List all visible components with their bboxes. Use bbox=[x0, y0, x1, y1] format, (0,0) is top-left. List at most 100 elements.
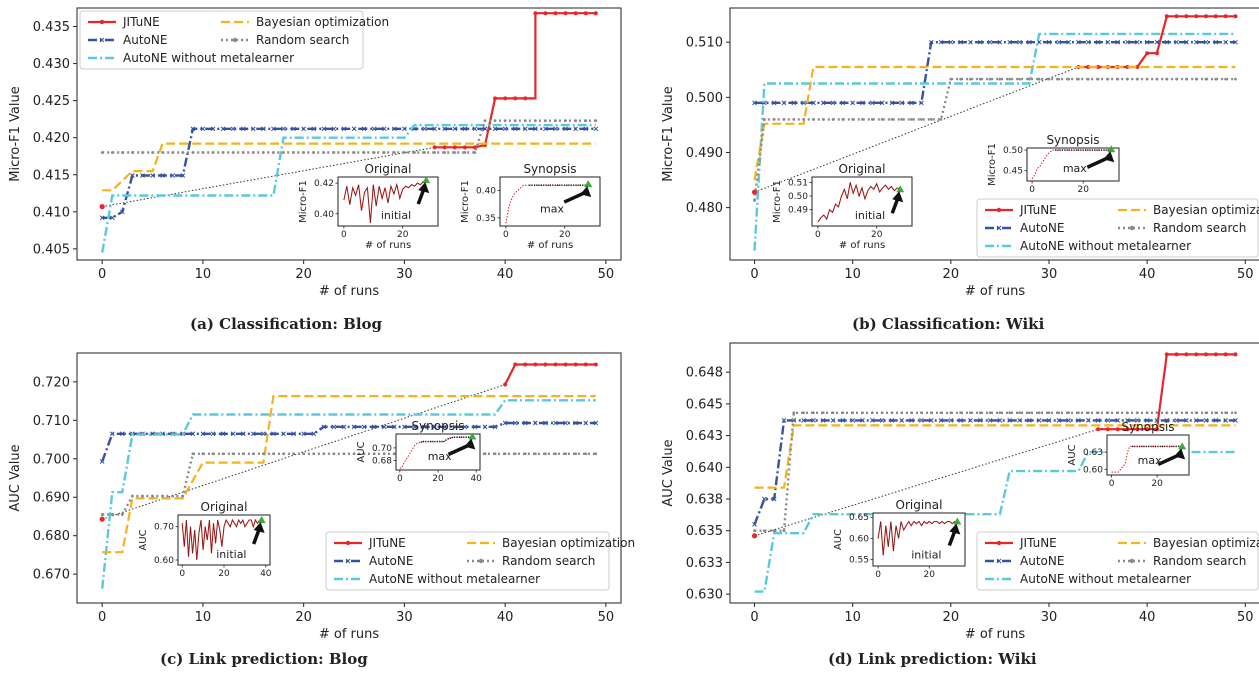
series-point-random-b bbox=[1155, 77, 1159, 81]
series-point-jituner-a bbox=[533, 11, 538, 16]
y-tick-label-c: 0.710 bbox=[33, 414, 70, 429]
series-point-autone-d bbox=[1125, 418, 1130, 423]
series-point-autone-d bbox=[771, 496, 777, 502]
series-point-autone-a bbox=[482, 126, 488, 132]
series-point-autone-a bbox=[311, 126, 317, 132]
y-tick-label-c: 0.690 bbox=[33, 491, 70, 506]
series-point-autone-c bbox=[99, 459, 105, 464]
legend-box-d bbox=[976, 531, 1259, 591]
inset-y-tick-label-b: 0.49 bbox=[788, 206, 808, 216]
series-point-random-a bbox=[463, 151, 467, 154]
series-point-autone-d bbox=[1164, 418, 1170, 423]
series-point-random-d bbox=[1175, 411, 1178, 415]
inset-x-label-a: # of runs bbox=[527, 240, 573, 251]
series-point-random-a bbox=[493, 119, 497, 123]
inset-synopsis-a: max Synopsis 0 20 0.35 0.40 # of runs Micro-F1 bbox=[460, 162, 601, 251]
x-tick-label-a: 20 bbox=[295, 267, 312, 282]
series-point-autone-d bbox=[869, 418, 875, 423]
series-point-autone-b bbox=[840, 100, 846, 106]
series-point-autone-c bbox=[281, 431, 286, 437]
inset-y-tick-label-a: 0.40 bbox=[476, 187, 496, 197]
inset-y-tick-label-a: 0.42 bbox=[314, 179, 334, 189]
inset-arrow-head-d bbox=[1174, 448, 1186, 460]
inset-synopsis-c: max Synopsis 0 20 40 0.68 0.70 AUC bbox=[356, 419, 482, 484]
series-point-random-b bbox=[1057, 77, 1061, 81]
series-point-jituner-d bbox=[1194, 352, 1199, 357]
series-point-autone-b bbox=[869, 100, 875, 106]
series-point-autone-b bbox=[1125, 39, 1130, 45]
series-point-random-a bbox=[362, 151, 366, 154]
series-point-jituner-b bbox=[1204, 14, 1209, 19]
series-point-autone-a bbox=[180, 173, 186, 178]
series-point-random-b bbox=[802, 117, 806, 121]
inset-y-tick-label-d: 0.65 bbox=[849, 513, 869, 523]
series-line-random-c bbox=[102, 452, 596, 516]
legend-marker-autone-c bbox=[345, 558, 351, 564]
inset-arrow-head-b bbox=[892, 191, 904, 203]
series-point-random-a bbox=[554, 119, 557, 123]
series-point-random-b bbox=[880, 117, 884, 121]
inset-y-tick-label-b: 0.50 bbox=[788, 192, 808, 202]
series-point-random-a bbox=[251, 151, 255, 154]
series-point-jituner-a bbox=[513, 96, 518, 101]
series-point-autone-d bbox=[879, 418, 885, 423]
series-point-random-d bbox=[919, 411, 923, 415]
series-point-jituner-a bbox=[462, 145, 467, 150]
inset-x-tick-label-c: 20 bbox=[218, 569, 230, 579]
series-point-autone-d bbox=[909, 418, 914, 423]
series-point-autone-d bbox=[919, 418, 924, 423]
series-point-jituner-d bbox=[1174, 352, 1179, 357]
series-point-autone-a bbox=[452, 126, 458, 132]
y-tick-label-a: 0.435 bbox=[33, 20, 70, 35]
series-point-random-d bbox=[772, 529, 776, 533]
series-point-jituner-b bbox=[1194, 14, 1199, 19]
series-point-jituner-d bbox=[1184, 352, 1189, 357]
x-axis-label-d: # of runs bbox=[965, 627, 1026, 642]
inset-y-label-a: Micro-F1 bbox=[298, 180, 309, 223]
series-point-jituner-a bbox=[573, 11, 578, 16]
series-point-autone-a bbox=[563, 126, 568, 132]
y-tick-label-d: 0.645 bbox=[686, 397, 723, 412]
inset-arrow-head-a bbox=[418, 182, 430, 194]
series-point-jituner-d bbox=[1223, 352, 1228, 357]
series-point-jituner-c bbox=[503, 382, 508, 387]
series-point-autone-b bbox=[1144, 39, 1150, 45]
inset-line-a bbox=[505, 183, 589, 224]
series-point-autone-d bbox=[1036, 418, 1042, 423]
inset-y-tick-label-b: 0.50 bbox=[1003, 146, 1023, 156]
legend-label-autone_nometa-c: AutoNE without metalearner bbox=[369, 572, 540, 586]
series-point-autone-d bbox=[1046, 418, 1052, 423]
series-point-autone-a bbox=[130, 173, 135, 178]
inset-x-tick-label-d: 20 bbox=[923, 570, 935, 580]
series-point-autone-b bbox=[1046, 39, 1052, 45]
series-point-autone-b bbox=[1115, 39, 1121, 45]
series-point-autone-b bbox=[909, 100, 914, 106]
x-axis-label-b: # of runs bbox=[965, 284, 1026, 299]
series-point-autone-d bbox=[1115, 418, 1121, 423]
series-point-autone-c bbox=[553, 420, 558, 426]
series-point-autone-c bbox=[452, 424, 458, 430]
series-point-random-a bbox=[181, 151, 185, 154]
series-point-random-b bbox=[1027, 77, 1031, 81]
series-point-autone-a bbox=[140, 173, 145, 178]
series-point-autone-b bbox=[1164, 39, 1170, 45]
series-point-autone-d bbox=[977, 418, 983, 423]
series-point-random-b bbox=[998, 77, 1002, 81]
series-point-random-b bbox=[1096, 77, 1100, 81]
series-point-autone-a bbox=[533, 126, 538, 132]
series-point-random-a bbox=[382, 151, 386, 154]
x-tick-label-b: 40 bbox=[1139, 267, 1156, 282]
series-point-jituner-c bbox=[533, 362, 538, 367]
series-point-autone-a bbox=[432, 126, 437, 132]
series-point-jituner-b bbox=[1154, 51, 1159, 56]
series-point-autone-a bbox=[261, 126, 266, 132]
series-point-random-d bbox=[929, 411, 933, 415]
legend-b: JITuNE Bayesian optimization AutoNE Random … bbox=[976, 198, 1259, 258]
series-point-autone-d bbox=[781, 418, 787, 423]
series-point-autone-a bbox=[240, 126, 246, 132]
series-point-autone-b bbox=[860, 100, 865, 106]
series-point-autone-a bbox=[150, 173, 155, 178]
series-point-random-d bbox=[1116, 411, 1120, 415]
series-point-random-a bbox=[241, 151, 245, 154]
